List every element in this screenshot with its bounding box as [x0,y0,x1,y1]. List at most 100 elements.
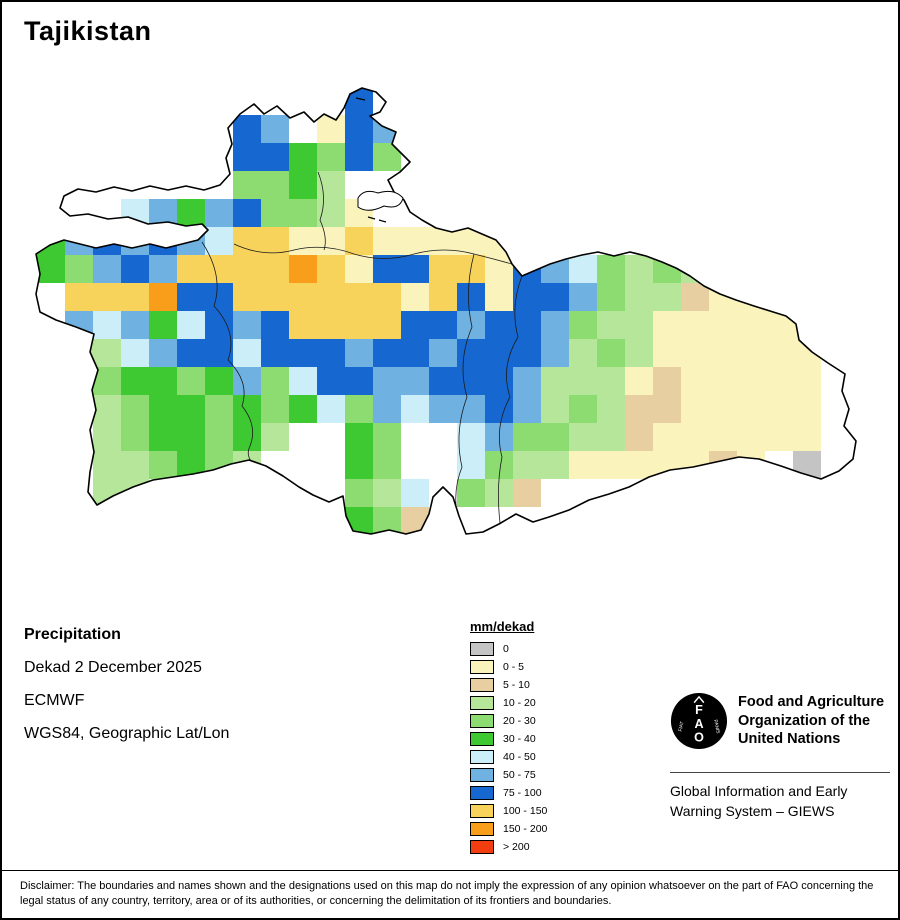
raster-cell [373,367,401,395]
raster-cell [737,311,765,339]
legend-label: 0 [503,643,509,655]
raster-cell [653,395,681,423]
raster-cell [653,339,681,367]
raster-cell [597,283,625,311]
admin-boundaries [201,171,523,524]
raster-cell [121,283,149,311]
raster-cell [597,255,625,283]
raster-cell [513,451,541,479]
raster-cell [541,451,569,479]
raster-cell [709,395,737,423]
raster-cell [149,311,177,339]
raster-cell [317,227,345,255]
raster-cell [317,115,345,143]
raster-cell [625,367,653,395]
raster-cell [177,255,205,283]
raster-cell [317,143,345,171]
giews-line: Global Information and Early [670,783,848,799]
legend-item: 20 - 30 [470,714,547,728]
raster-cell [233,115,261,143]
raster-cell [513,479,541,507]
raster-cell [765,311,793,339]
legend-item: 150 - 200 [470,822,547,836]
raster-cell [177,283,205,311]
raster-cell [149,367,177,395]
legend-label: 150 - 200 [503,823,548,835]
raster-cell [289,143,317,171]
raster-cell [485,451,513,479]
raster-cell [261,255,289,283]
legend-label: 50 - 75 [503,769,536,781]
raster-cell [317,283,345,311]
raster-cell [569,423,597,451]
raster-cell [793,395,821,423]
raster-cell [709,283,737,311]
raster-cell [317,255,345,283]
raster-cell [205,255,233,283]
raster-cell [737,283,765,311]
raster-cell [373,311,401,339]
raster-cell [513,367,541,395]
legend-swatch [470,750,494,764]
raster-cell [345,227,373,255]
raster-cell [93,283,121,311]
raster-cell [233,227,261,255]
raster-cell [149,339,177,367]
raster-cell [205,367,233,395]
raster-cell [205,227,233,255]
raster-cell [541,423,569,451]
raster-cell [149,395,177,423]
raster-cell [513,227,541,255]
raster-cell [177,395,205,423]
fao-logo-letter: F [695,703,703,717]
raster-cell [429,367,457,395]
legend-swatch [470,696,494,710]
raster-cell [261,283,289,311]
legend-swatch [470,660,494,674]
raster-cell [569,367,597,395]
legend-label: 10 - 20 [503,697,536,709]
metadata-source: ECMWF [24,692,85,709]
raster-cell [737,395,765,423]
raster-cell [261,143,289,171]
raster-cell [205,423,233,451]
legend-label: 75 - 100 [503,787,542,799]
raster-cell [709,367,737,395]
giews-label: Global Information and Early Warning Sys… [670,782,890,821]
legend-item: 30 - 40 [470,732,547,746]
raster-cell [345,88,373,115]
raster-cell [345,311,373,339]
raster-cell [681,395,709,423]
raster-cell [737,451,765,479]
raster-cell [289,199,317,227]
precipitation-raster [37,88,821,534]
raster-cell [653,367,681,395]
raster-cell [681,339,709,367]
legend-swatch [470,822,494,836]
raster-cell [541,395,569,423]
raster-cell [597,367,625,395]
raster-cell [205,283,233,311]
raster-cell [121,423,149,451]
raster-cell [793,423,821,451]
raster-cell [765,423,793,451]
raster-cell [345,451,373,479]
raster-cell [121,339,149,367]
raster-cell [625,339,653,367]
legend-swatch [470,840,494,854]
raster-cell [485,311,513,339]
raster-cell [485,339,513,367]
raster-cell [261,311,289,339]
raster-cell [597,451,625,479]
legend-items: 0 0 - 5 5 - 10 10 - 20 20 - 30 30 - 40 40 - 50… [470,642,547,854]
raster-cell [429,339,457,367]
raster-cell [681,367,709,395]
raster-cell [345,115,373,143]
raster-cell [457,227,485,255]
raster-cell [485,367,513,395]
legend-swatch [470,768,494,782]
raster-cell [625,283,653,311]
raster-cell [681,283,709,311]
legend-label: 5 - 10 [503,679,530,691]
